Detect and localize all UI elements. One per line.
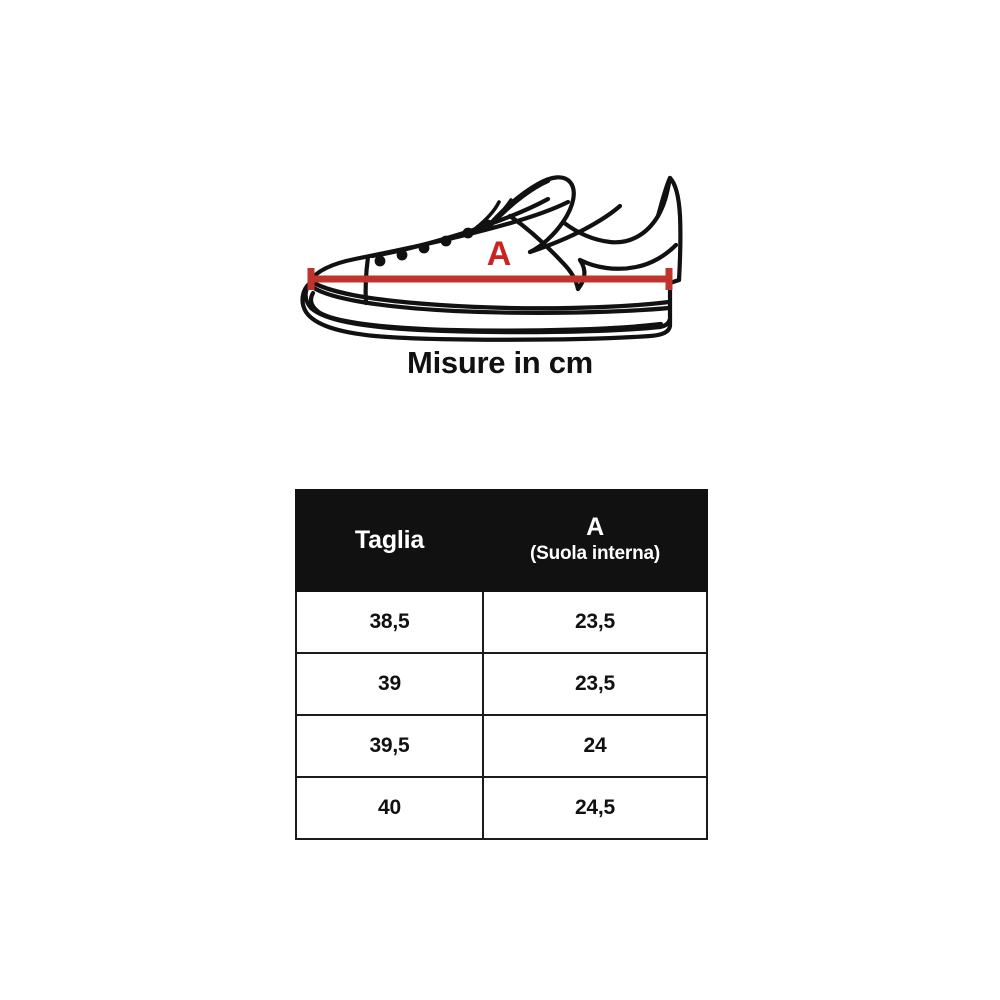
welt-line-path <box>308 278 672 311</box>
cell-taglia: 39,5 <box>295 714 484 778</box>
measure-label-a: A <box>487 235 512 273</box>
size-table: Taglia A (Suola interna) 38,5 23,5 39 23… <box>295 489 708 840</box>
quarter-upper-path <box>527 203 623 255</box>
heel-panel-path <box>577 242 679 271</box>
size-table-head: Taglia A (Suola interna) <box>295 489 708 592</box>
cell-suola-interna: 23,5 <box>482 652 708 716</box>
eyelet-dot <box>462 227 474 239</box>
header-a-label: A <box>586 512 604 541</box>
table-row: 39,5 24 <box>295 714 708 778</box>
lace-strand-path <box>488 198 513 226</box>
size-table-body: 38,5 23,5 39 23,5 39,5 24 40 24,5 <box>295 590 708 840</box>
lace-strands <box>474 198 513 230</box>
eyelet-dot <box>374 255 386 267</box>
midfoot-panel-path <box>575 257 587 292</box>
cell-suola-interna: 23,5 <box>482 590 708 654</box>
header-suola-interna-label: (Suola interna) <box>529 543 660 565</box>
shoe-outline-svg: A <box>300 175 683 342</box>
table-row: 39 23,5 <box>295 652 708 716</box>
cell-suola-interna: 24 <box>482 714 708 778</box>
cell-suola-interna: 24,5 <box>482 776 708 840</box>
heel-tab-path <box>655 175 673 219</box>
sole-stripe-lower-path <box>308 290 664 333</box>
lace-eyelets <box>374 219 494 267</box>
measurement-unit-caption: Misure in cm <box>407 345 593 380</box>
heel-back-edge-path <box>667 175 683 283</box>
header-cell-taglia: Taglia <box>295 489 484 592</box>
lace-strand-path <box>474 200 501 230</box>
header-cell-suola-interna: A (Suola interna) <box>482 489 708 592</box>
cell-taglia: 38,5 <box>295 590 484 654</box>
table-row: 38,5 23,5 <box>295 590 708 654</box>
size-table-container: Taglia A (Suola interna) 38,5 23,5 39 23… <box>295 489 708 840</box>
measure-line-group <box>307 268 673 290</box>
cell-taglia: 39 <box>295 652 484 716</box>
table-row: 40 24,5 <box>295 776 708 840</box>
header-taglia-label: Taglia <box>354 525 425 554</box>
welt-line-secondary-path <box>311 285 672 315</box>
eyestay-line-path <box>369 196 551 259</box>
cell-taglia: 40 <box>295 776 484 840</box>
shoe-diagram: A <box>280 150 700 350</box>
eyelet-dot <box>396 249 408 261</box>
eyelet-dot <box>440 235 452 247</box>
collar-swoop-path <box>560 175 673 245</box>
table-header-row: Taglia A (Suola interna) <box>295 489 708 592</box>
eyelet-dot <box>418 242 430 254</box>
sole-outer-path <box>300 280 673 342</box>
